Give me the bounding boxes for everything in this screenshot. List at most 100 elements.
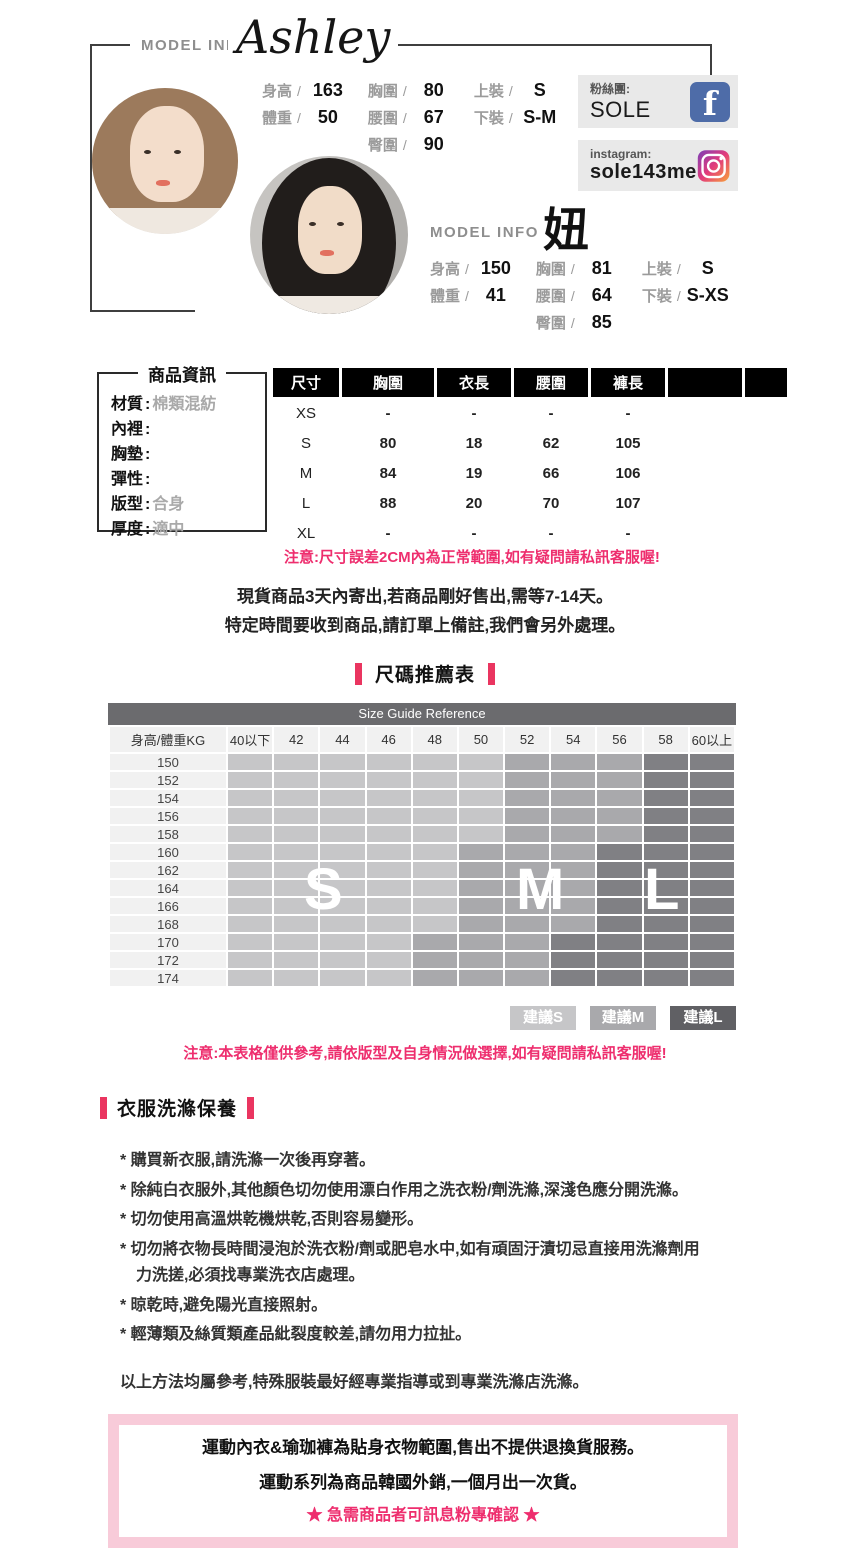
bracket-line bbox=[90, 44, 92, 312]
overlay-letter-m: M bbox=[516, 857, 565, 922]
height-label-cell: 160 bbox=[110, 844, 226, 860]
zone-cell-l bbox=[643, 970, 688, 986]
height-label-cell: 152 bbox=[110, 772, 226, 788]
size-table-header-cell bbox=[668, 368, 742, 397]
zone-cell-s bbox=[228, 790, 273, 806]
size-table-cell bbox=[668, 490, 742, 517]
zone-cell-s bbox=[228, 952, 273, 968]
size-table-row: XS - - - - bbox=[273, 400, 787, 427]
measurement-row: 上裝 / S bbox=[473, 80, 546, 100]
height-label-cell: 166 bbox=[110, 898, 226, 914]
size-table-cell bbox=[745, 490, 787, 517]
zone-cell-s bbox=[274, 952, 319, 968]
zone-cell-s bbox=[412, 790, 457, 806]
zone-cell-m bbox=[551, 880, 596, 896]
model2-name: 妞 bbox=[543, 203, 589, 257]
weight-header-cell: 58 bbox=[643, 727, 688, 752]
size-guide-row: 154 bbox=[110, 790, 734, 806]
bracket-line bbox=[90, 44, 130, 46]
zone-cell-s bbox=[366, 754, 411, 770]
zone-cell-m bbox=[505, 826, 550, 842]
size-guide-row: 172 bbox=[110, 952, 734, 968]
zone-cell-m bbox=[505, 790, 550, 806]
size-table-cell: XL bbox=[273, 520, 339, 547]
size-table-cell: 18 bbox=[437, 430, 511, 457]
zone-cell-s bbox=[320, 880, 365, 896]
zone-cell-m bbox=[597, 790, 642, 806]
zone-cell-l bbox=[643, 754, 688, 770]
facebook-account: SOLE bbox=[590, 97, 651, 122]
zone-cell-l bbox=[643, 880, 688, 896]
zone-cell-s bbox=[366, 934, 411, 950]
size-table-cell: - bbox=[591, 520, 665, 547]
size-guide-row: 160 bbox=[110, 844, 734, 860]
pink-bar bbox=[247, 1096, 255, 1119]
size-table-cell bbox=[668, 400, 742, 427]
model2-measurements: 身高/150 體重/41 胸圍/81 腰圍/64 臀圍/85 上裝 / S 下裝 / S-XS bbox=[430, 258, 730, 339]
care-bullet: * 除純白衣服外,其他顏色切勿使用漂白作用之洗衣粉/劑洗滌,深淺色應分開洗滌。 bbox=[120, 1181, 689, 1199]
height-label-cell: 174 bbox=[110, 970, 226, 986]
size-table-cell: 66 bbox=[514, 460, 588, 487]
weight-header-cell: 48 bbox=[412, 727, 457, 752]
size-guide-corner-header: 身高/體重KG bbox=[110, 727, 226, 752]
zone-cell-l bbox=[597, 916, 642, 932]
size-table-cell: 62 bbox=[514, 430, 588, 457]
pink-bar bbox=[100, 1096, 107, 1119]
zone-cell-s bbox=[366, 808, 411, 824]
zone-cell-l bbox=[597, 844, 642, 860]
care-bullet: * 切勿使用高溫烘乾機烘乾,否則容易變形。 bbox=[120, 1211, 424, 1228]
zone-cell-m bbox=[412, 970, 457, 986]
zone-cell-s bbox=[274, 826, 319, 842]
product-info-field: 胸墊: bbox=[111, 446, 151, 463]
zone-cell-l bbox=[643, 898, 688, 914]
size-table-note: 注意:尺寸誤差2CM內為正常範圍,如有疑問請私訊客服喔! bbox=[284, 549, 660, 566]
model-photo-niu bbox=[250, 156, 408, 314]
photo-face bbox=[298, 186, 362, 274]
size-guide-title-text: 尺碼推薦表 bbox=[374, 665, 475, 686]
zone-cell-l bbox=[551, 934, 596, 950]
size-table-cell: 106 bbox=[591, 460, 665, 487]
zone-cell-l bbox=[643, 808, 688, 824]
size-guide-section-title: 尺碼推薦表 bbox=[0, 660, 850, 687]
zone-cell-s bbox=[458, 826, 504, 842]
zone-cell-m bbox=[597, 772, 642, 788]
zone-cell-m bbox=[505, 844, 550, 860]
size-table-cell: 20 bbox=[437, 490, 511, 517]
size-table-cell: 80 bbox=[342, 430, 434, 457]
size-table-cell bbox=[745, 430, 787, 457]
zone-cell-s bbox=[274, 862, 319, 878]
measurement-row: 腰圍/67 bbox=[367, 107, 444, 127]
pink-bar bbox=[488, 662, 495, 685]
zone-cell-l bbox=[689, 808, 734, 824]
zone-cell-m bbox=[551, 808, 596, 824]
height-label-cell: 172 bbox=[110, 952, 226, 968]
shipping-line-2: 特定時間要收到商品,請訂單上備註,我們會另外處理。 bbox=[224, 616, 626, 635]
zone-cell-s bbox=[274, 880, 319, 896]
size-table-header-cell bbox=[745, 368, 787, 397]
instagram-link-box[interactable]: instagram: sole143me bbox=[578, 140, 738, 191]
zone-cell-l bbox=[551, 952, 596, 968]
zone-cell-l bbox=[689, 880, 734, 896]
facebook-link-box[interactable]: 粉絲團: SOLE f bbox=[578, 75, 738, 128]
measurement-row: 臀圍/85 bbox=[535, 312, 612, 332]
policy-line-1: 運動內衣&瑜珈褲為貼身衣物範圍,售出不提供退換貨服務。 bbox=[202, 1438, 644, 1457]
size-guide-note: 注意:本表格僅供參考,請依版型及自身情況做選擇,如有疑問請私訊客服喔! bbox=[183, 1045, 667, 1062]
model1-info-label: MODEL INFO bbox=[135, 37, 256, 54]
zone-cell-s bbox=[412, 880, 457, 896]
zone-cell-s bbox=[412, 898, 457, 914]
care-footer: 以上方法均屬參考,特殊服裝最好經專業指導或到專業洗滌店洗滌。 bbox=[120, 1374, 589, 1391]
care-title-text: 衣服洗滌保養 bbox=[117, 1099, 238, 1120]
height-label-cell: 156 bbox=[110, 808, 226, 824]
zone-cell-l bbox=[597, 898, 642, 914]
product-info-box: 商品資訊 材質: 棉類混紡 內裡: 胸墊: 彈性: 版型: 合身 厚度: 適中 bbox=[97, 361, 267, 538]
zone-cell-m bbox=[458, 862, 504, 878]
size-guide-row: 156 bbox=[110, 808, 734, 824]
zone-cell-s bbox=[458, 754, 504, 770]
bracket-line bbox=[388, 44, 712, 46]
size-guide-row: 162 bbox=[110, 862, 734, 878]
size-table-row: M 84 19 66 106 bbox=[273, 460, 787, 487]
zone-cell-l bbox=[689, 772, 734, 788]
zone-cell-s bbox=[458, 772, 504, 788]
zone-cell-l bbox=[689, 916, 734, 932]
